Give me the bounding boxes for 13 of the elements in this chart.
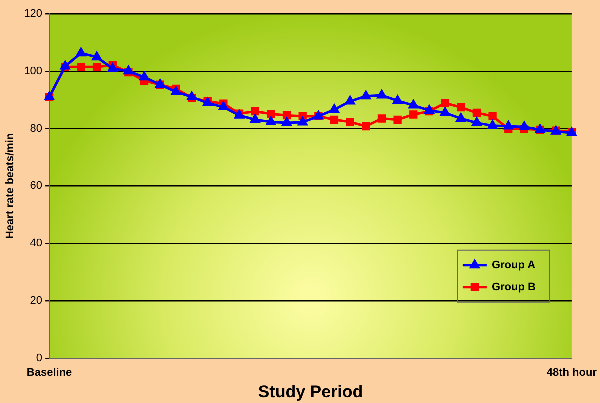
y-tick-label: 20	[30, 295, 43, 308]
y-tick-label: 120	[24, 8, 43, 20]
y-tick-label: 0	[36, 352, 43, 364]
y-axis-title: Heart rate beats/min	[4, 133, 17, 240]
y-tick-label: 80	[30, 122, 43, 135]
y-tick-label: 40	[30, 238, 43, 250]
x-axis-title: Study Period	[258, 382, 364, 402]
y-tick-label: 60	[30, 180, 43, 192]
legend-label: Group B	[492, 281, 536, 294]
legend-label: Group A	[492, 259, 536, 272]
y-tick-label: 100	[24, 65, 43, 78]
x-tick-label: 48th hour	[546, 367, 598, 380]
x-tick-label: Baseline	[26, 367, 72, 380]
